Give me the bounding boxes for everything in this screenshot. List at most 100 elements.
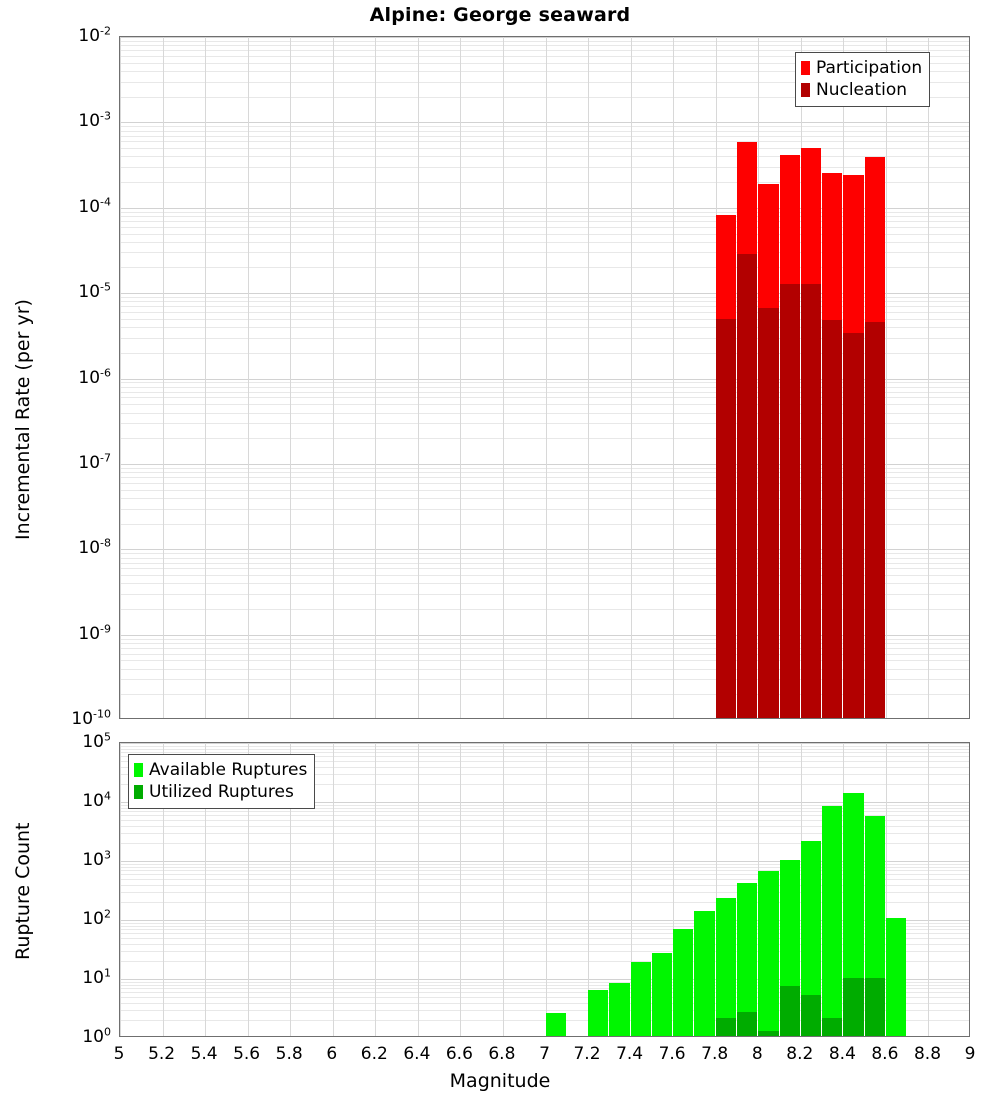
gridline-vertical — [588, 37, 590, 718]
gridline — [120, 748, 969, 750]
gridline — [120, 1002, 969, 1004]
gridline — [120, 549, 969, 551]
gridline — [120, 467, 969, 469]
gridline — [120, 382, 969, 384]
gridline — [120, 252, 969, 254]
nucleation-swatch-icon — [801, 83, 810, 97]
bar-segment-available-ruptures — [694, 911, 715, 1036]
bar-segment-available-ruptures — [630, 961, 651, 1036]
x-tick-label: 5.2 — [148, 1044, 176, 1064]
available-ruptures-swatch-icon — [134, 763, 143, 777]
y-tick-label: 10-10 — [71, 707, 111, 729]
top-y-tick-labels: 10-2 10-3 10-4 10-5 10-6 10-7 10-8 10-9 10-10 — [0, 0, 117, 1100]
bar-8.05 — [758, 743, 779, 1036]
gridline-vertical — [885, 743, 887, 1036]
gridline — [120, 412, 969, 414]
gridline — [120, 988, 969, 990]
gridline — [120, 135, 969, 137]
bar-8.55 — [864, 743, 885, 1036]
gridline — [120, 156, 969, 158]
gridline-vertical — [332, 743, 334, 1036]
x-tick-label: 6 — [326, 1044, 338, 1064]
bar-segment-nucleation — [715, 319, 736, 718]
bar-segment-utilized-ruptures — [800, 994, 822, 1036]
gridline — [120, 211, 969, 213]
bar-8.15 — [779, 743, 800, 1036]
gridline — [120, 802, 969, 803]
gridline — [120, 327, 969, 329]
bar-segment-available-ruptures — [822, 805, 843, 1036]
gridline — [120, 981, 969, 983]
gridline — [120, 37, 969, 38]
gridline-vertical — [928, 37, 930, 718]
y-tick-label: 104 — [82, 789, 111, 811]
gridline — [120, 221, 969, 222]
gridline — [120, 922, 969, 924]
gridline — [120, 557, 969, 559]
x-tick-label: 8.2 — [786, 1044, 814, 1064]
gridline — [120, 593, 969, 595]
gridline — [120, 293, 969, 295]
incremental-rate-plot-area — [119, 36, 970, 719]
gridline — [120, 929, 969, 931]
y-tick-label: 10-7 — [78, 451, 111, 473]
bar-7.95 — [737, 743, 758, 1036]
bar-segment-available-ruptures — [545, 1012, 566, 1036]
legend-item-available-ruptures: Available Ruptures — [134, 759, 307, 781]
gridline-vertical — [928, 743, 930, 1036]
gridline — [120, 241, 969, 243]
bar-segment-nucleation — [779, 284, 800, 718]
gridline — [120, 925, 969, 927]
gridline — [120, 301, 969, 303]
y-tick-label: 10-6 — [78, 365, 111, 388]
gridline-vertical — [460, 743, 462, 1036]
gridline-vertical — [120, 743, 121, 1036]
gridline — [120, 694, 969, 696]
gridline — [120, 745, 969, 747]
bar-segment-available-ruptures — [737, 883, 758, 1036]
gridline — [120, 568, 969, 570]
gridline — [120, 874, 969, 876]
legend-label-available-ruptures: Available Ruptures — [149, 759, 308, 780]
bar-segment-available-ruptures — [843, 793, 864, 1036]
utilized-ruptures-swatch-icon — [134, 785, 143, 799]
bar-7.95 — [737, 37, 758, 718]
bar-8.35 — [822, 743, 843, 1036]
gridline — [120, 861, 969, 862]
bar-6.75 — [482, 743, 502, 1036]
gridline — [120, 950, 969, 952]
gridline — [120, 743, 969, 744]
bar-segment-available-ruptures — [673, 929, 694, 1036]
gridline — [120, 508, 969, 510]
x-tick-label: 7.8 — [701, 1044, 729, 1064]
gridline — [120, 216, 969, 217]
gridline — [120, 583, 969, 585]
gridline-vertical — [885, 37, 887, 718]
bar-7.15 — [567, 743, 587, 1036]
gridline — [120, 773, 969, 775]
bar-segment-available-ruptures — [758, 870, 779, 1036]
page-title: Alpine: George seaward — [369, 4, 631, 26]
x-tick-label: 8.4 — [828, 1044, 856, 1064]
legend-label-participation: Participation — [816, 57, 923, 78]
gridline — [120, 312, 969, 314]
x-tick-label: 5.4 — [190, 1044, 218, 1064]
legend-item-nucleation: Nucleation — [801, 79, 922, 101]
gridline — [120, 961, 969, 963]
bar-segment-nucleation — [822, 319, 843, 718]
bar-8.65 — [885, 743, 907, 1036]
bar-8.55 — [864, 37, 885, 718]
gridline — [120, 267, 969, 269]
gridline-vertical — [247, 743, 249, 1036]
gridline-vertical — [673, 743, 675, 1036]
gridline — [120, 992, 969, 994]
gridline — [120, 167, 969, 168]
gridline — [120, 207, 969, 209]
gridline — [120, 562, 969, 564]
bar-segment-utilized-ruptures — [758, 1031, 779, 1036]
gridline — [120, 148, 969, 150]
gridline — [120, 825, 969, 827]
bar-8.35 — [822, 37, 843, 718]
gridline-vertical — [673, 37, 675, 718]
gridline — [120, 807, 969, 809]
